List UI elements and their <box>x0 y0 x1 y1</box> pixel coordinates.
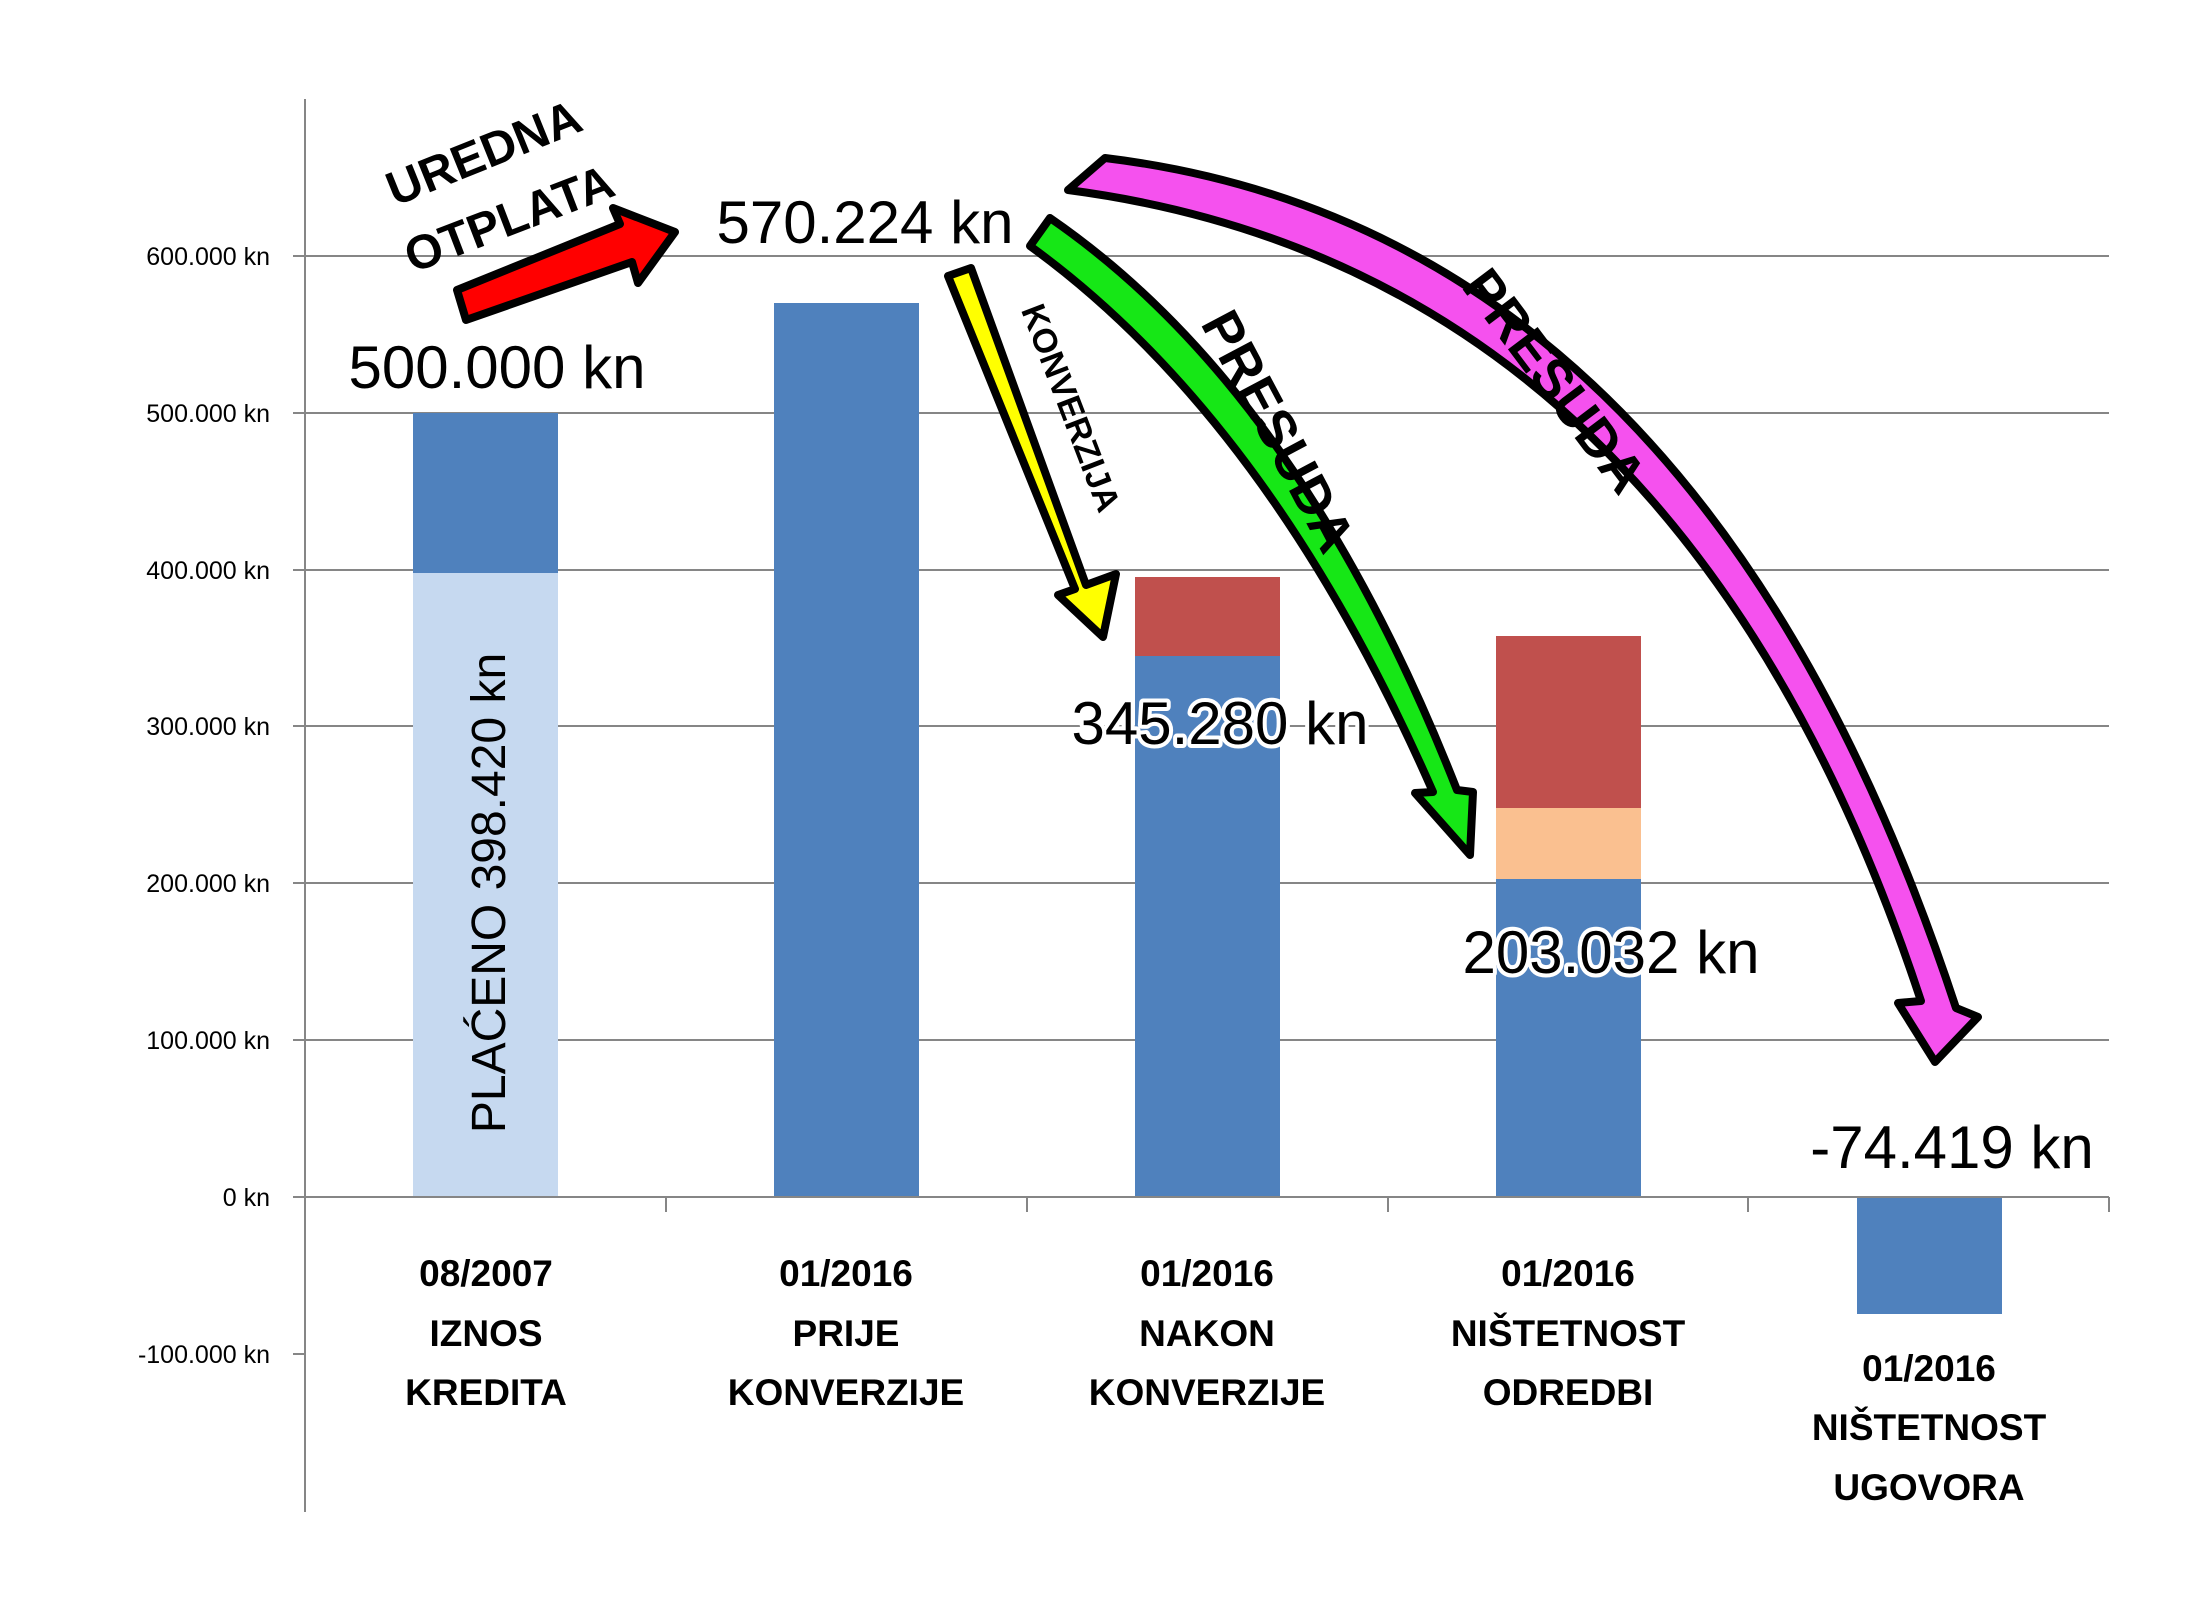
category-line2: NAKON <box>1139 1313 1275 1354</box>
category-label-5: 01/2016 NIŠTETNOST UGOVORA <box>1812 1348 2047 1508</box>
bar-4-base-segment <box>1496 879 1641 1197</box>
bar-4-red-segment <box>1496 636 1641 808</box>
category-line3: ODREDBI <box>1483 1372 1654 1413</box>
yellow-arrow-icon <box>944 264 1120 641</box>
value-label-bar-3: 345.280 kn <box>1072 690 1369 757</box>
category-date: 01/2016 <box>1862 1348 1996 1389</box>
paid-inner-label: PLAĆENO 398.420 kn <box>462 653 516 1133</box>
category-line3: UGOVORA <box>1833 1467 2024 1508</box>
category-date: 01/2016 <box>1501 1253 1635 1294</box>
category-date: 08/2007 <box>419 1253 553 1294</box>
value-labels: 500.000 kn 570.224 kn 345.280 kn 203.032… <box>349 189 2094 1181</box>
category-line3: KONVERZIJE <box>1089 1372 1325 1413</box>
value-label-bar-5: -74.419 kn <box>1810 1114 2094 1181</box>
value-label-bar-4: 203.032 kn <box>1463 919 1760 986</box>
bar-3-base-segment <box>1135 656 1280 1197</box>
annotation-presuda-magenta: PRESUDA <box>1451 258 1658 505</box>
annotation-presuda-green: PRESUDA <box>1189 301 1366 562</box>
y-tick-label: 300.000 kn <box>146 713 270 741</box>
red-arrow-icon <box>453 204 679 324</box>
category-line3: KREDITA <box>405 1372 567 1413</box>
y-tick-labels: 600.000 kn 500.000 kn 400.000 kn 300.000… <box>138 243 270 1369</box>
bar-5-negative <box>1857 1197 2002 1314</box>
value-label-bar-1: 500.000 kn <box>349 334 646 401</box>
y-tick-label: 100.000 kn <box>146 1027 270 1055</box>
bar-2 <box>774 303 919 1197</box>
y-tick-label: 600.000 kn <box>146 243 270 271</box>
category-label-1: 08/2007 IZNOS KREDITA <box>405 1253 567 1413</box>
y-tick-label: 200.000 kn <box>146 870 270 898</box>
category-line2: NIŠTETNOST <box>1451 1312 1686 1354</box>
category-line2: PRIJE <box>793 1313 900 1354</box>
bar-1-remaining-segment <box>413 413 558 573</box>
magenta-arrow-icon <box>1064 154 1982 1066</box>
bar-3-red-segment <box>1135 577 1280 656</box>
y-tick-label: 400.000 kn <box>146 557 270 585</box>
value-label-bar-2: 570.224 kn <box>717 189 1014 256</box>
x-axis <box>293 1196 2110 1212</box>
category-label-3: 01/2016 NAKON KONVERZIJE <box>1089 1253 1325 1413</box>
category-line2: NIŠTETNOST <box>1812 1406 2047 1448</box>
bar-1-paid-segment <box>413 573 558 1197</box>
category-date: 01/2016 <box>779 1253 913 1294</box>
category-labels: 08/2007 IZNOS KREDITA 01/2016 PRIJE KONV… <box>405 1253 2046 1508</box>
y-tick-label: 500.000 kn <box>146 400 270 428</box>
y-tick-label: -100.000 kn <box>138 1341 270 1369</box>
category-label-2: 01/2016 PRIJE KONVERZIJE <box>728 1253 964 1413</box>
category-line2: IZNOS <box>429 1313 542 1354</box>
category-label-4: 01/2016 NIŠTETNOST ODREDBI <box>1451 1253 1686 1413</box>
bar-4-peach-segment <box>1496 808 1641 879</box>
category-line3: KONVERZIJE <box>728 1372 964 1413</box>
category-date: 01/2016 <box>1140 1253 1274 1294</box>
y-tick-label: 0 kn <box>223 1184 270 1212</box>
green-arrow-icon <box>1026 214 1477 859</box>
bars <box>413 303 2002 1314</box>
